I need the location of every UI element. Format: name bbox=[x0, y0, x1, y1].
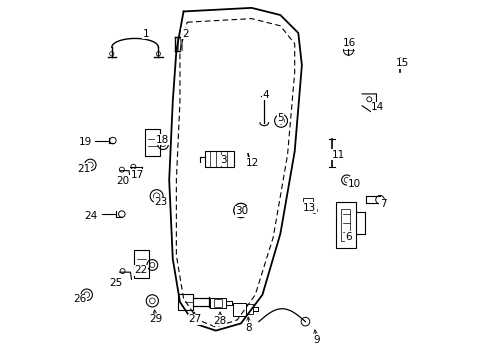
Text: 15: 15 bbox=[395, 58, 408, 68]
Text: 9: 9 bbox=[312, 334, 319, 345]
Text: 20: 20 bbox=[117, 176, 130, 186]
Text: 1: 1 bbox=[142, 29, 149, 39]
Bar bbox=[204, 151, 233, 167]
Text: 18: 18 bbox=[155, 135, 168, 145]
Text: 23: 23 bbox=[154, 197, 167, 207]
Text: 22: 22 bbox=[134, 265, 147, 275]
Bar bbox=[213, 300, 222, 307]
Text: 30: 30 bbox=[235, 206, 248, 216]
Text: 24: 24 bbox=[84, 211, 98, 221]
Text: 8: 8 bbox=[245, 323, 252, 333]
Bar bbox=[145, 129, 159, 156]
Text: 13: 13 bbox=[303, 203, 316, 213]
Bar bbox=[210, 298, 225, 309]
Bar bbox=[233, 303, 245, 316]
Text: 16: 16 bbox=[342, 38, 355, 48]
Text: 10: 10 bbox=[346, 179, 360, 189]
Bar bbox=[303, 198, 312, 205]
Text: 4: 4 bbox=[262, 90, 269, 100]
Text: 3: 3 bbox=[219, 155, 226, 165]
Text: 5: 5 bbox=[277, 113, 283, 123]
Text: 6: 6 bbox=[345, 232, 351, 242]
Text: 2: 2 bbox=[182, 29, 188, 39]
Text: 7: 7 bbox=[379, 199, 386, 210]
Bar bbox=[178, 294, 193, 310]
Text: 21: 21 bbox=[77, 163, 90, 174]
Text: 29: 29 bbox=[149, 314, 162, 324]
Text: 26: 26 bbox=[74, 294, 87, 304]
Bar bbox=[335, 202, 355, 248]
Text: 25: 25 bbox=[109, 278, 122, 288]
Bar bbox=[341, 209, 349, 241]
Text: 17: 17 bbox=[131, 170, 144, 180]
Bar bbox=[245, 304, 253, 314]
Text: 19: 19 bbox=[79, 137, 92, 147]
Text: 12: 12 bbox=[245, 158, 259, 168]
Bar bbox=[134, 249, 148, 278]
Text: 11: 11 bbox=[331, 150, 345, 160]
Text: 14: 14 bbox=[370, 102, 384, 112]
Text: 27: 27 bbox=[188, 314, 201, 324]
Text: 28: 28 bbox=[213, 316, 226, 325]
